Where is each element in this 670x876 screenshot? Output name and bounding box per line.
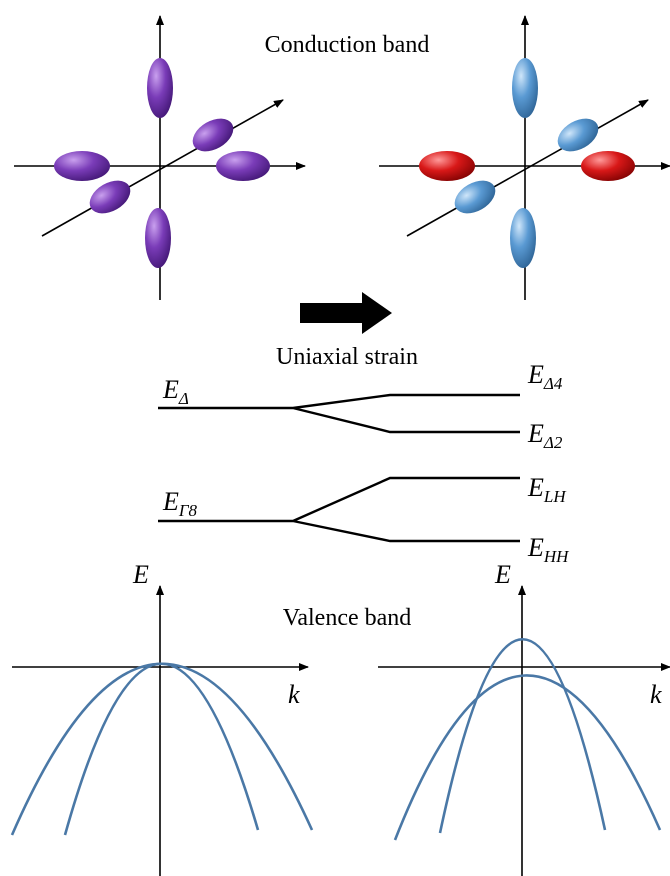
label-part: E <box>527 533 544 562</box>
dispersion-unstrained <box>12 586 312 876</box>
label-part: HH <box>543 547 570 566</box>
level-label: EHH <box>527 533 570 566</box>
valleys-unstrained <box>14 16 305 300</box>
level-label: EΔ <box>162 375 189 408</box>
level-label: ELH <box>527 473 567 506</box>
label-part: Δ <box>178 389 189 408</box>
label-part: Δ2 <box>543 433 563 452</box>
valence-title: Valence band <box>283 605 412 631</box>
label-part: E <box>162 375 179 404</box>
diagram: Conduction band Uniaxial strain EΔ EΔ4 E… <box>0 0 670 876</box>
strain-arrow <box>300 292 392 334</box>
level-label: EΔ2 <box>527 419 563 452</box>
level-label: EΔ4 <box>527 360 563 393</box>
axis-label: E <box>494 560 511 589</box>
dispersion-strained <box>378 586 670 876</box>
valleys-strained <box>379 16 670 300</box>
energy-levels <box>158 395 520 541</box>
label-part: E <box>162 487 179 516</box>
label-part: Δ4 <box>543 374 563 393</box>
label-part: LH <box>543 487 567 506</box>
level-label: EΓ8 <box>162 487 198 520</box>
conduction-title: Conduction band <box>265 32 430 58</box>
strain-title: Uniaxial strain <box>276 344 418 370</box>
label-part: E <box>527 419 544 448</box>
label-part: Γ8 <box>178 501 198 520</box>
axis-label: k <box>650 680 662 709</box>
label-part: E <box>527 473 544 502</box>
axis-label: k <box>288 680 300 709</box>
axis-label: E <box>132 560 149 589</box>
label-part: E <box>527 360 544 389</box>
